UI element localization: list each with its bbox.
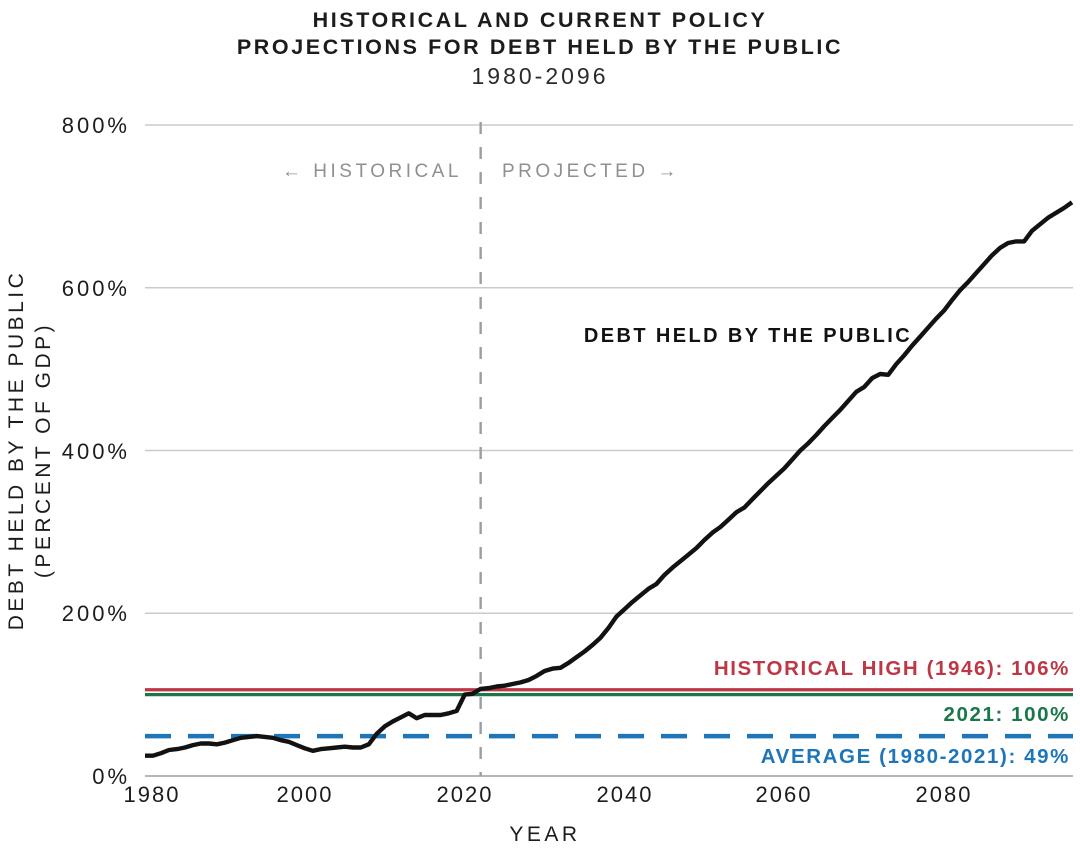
gridlines (145, 124, 1073, 777)
ytick-400: 400% (62, 439, 130, 464)
chart-title-line2: PROJECTIONS FOR DEBT HELD BY THE PUBLIC (237, 35, 843, 59)
ytick-800: 800% (62, 113, 130, 138)
y-axis-title-line1: DEBT HELD BY THE PUBLIC (5, 270, 28, 631)
level-2021-label: 2021: 100% (943, 703, 1070, 726)
reference-lines (145, 688, 1073, 739)
historical-high-label: HISTORICAL HIGH (1946): 106% (714, 657, 1070, 680)
projected-zone-label: PROJECTED → (502, 161, 680, 182)
xtick-2020: 2020 (437, 782, 494, 807)
x-axis-title: YEAR (509, 823, 580, 846)
xtick-1980: 1980 (124, 782, 181, 807)
xtick-2060: 2060 (756, 782, 813, 807)
historical-zone-label: ← HISTORICAL (282, 161, 462, 182)
ytick-600: 600% (62, 276, 130, 301)
average-label: AVERAGE (1980-2021): 49% (761, 745, 1070, 768)
ytick-0: 0% (92, 764, 130, 789)
ytick-200: 200% (62, 601, 130, 626)
xtick-2040: 2040 (597, 782, 654, 807)
xtick-2080: 2080 (916, 782, 973, 807)
xtick-2000: 2000 (277, 782, 334, 807)
debt-held-by-public-line (145, 200, 1074, 758)
chart-subtitle: 1980-2096 (472, 63, 609, 89)
chart-title-line1: HISTORICAL AND CURRENT POLICY (313, 8, 768, 32)
y-axis-title-line2: (PERCENT OF GDP) (32, 322, 55, 578)
series-label: DEBT HELD BY THE PUBLIC (584, 325, 912, 347)
